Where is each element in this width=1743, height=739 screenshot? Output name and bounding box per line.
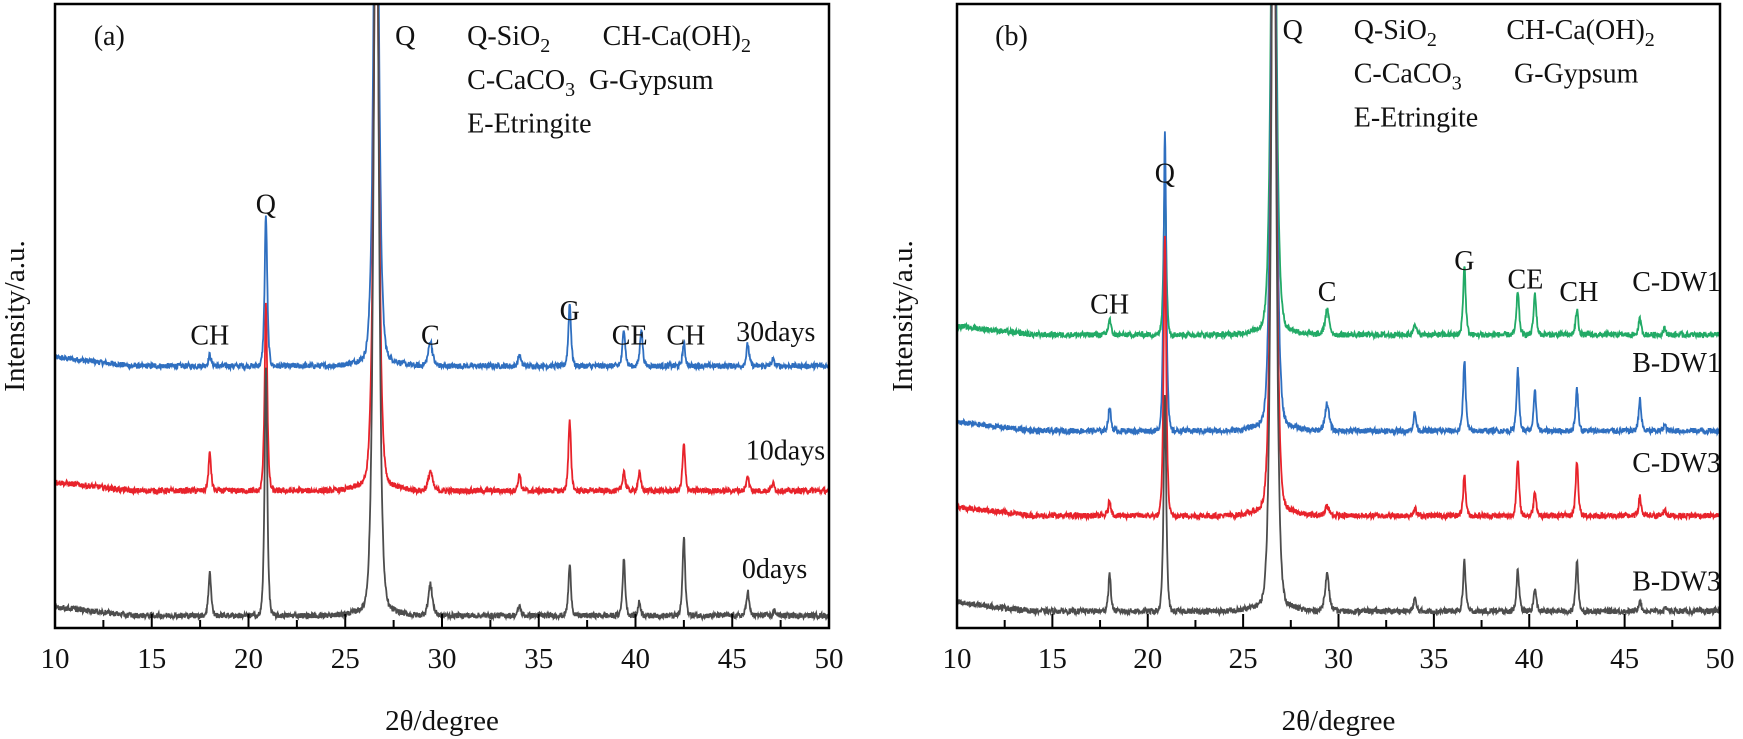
peak-label: Q: [1283, 15, 1303, 46]
x-tick-label: 10: [41, 643, 70, 675]
legend-subscript: 3: [565, 79, 575, 101]
x-tick-label: 20: [1133, 643, 1162, 675]
legend-text: C-CaCO: [1354, 59, 1452, 90]
x-tick-label: 50: [1706, 643, 1735, 675]
x-tick-label: 50: [815, 643, 844, 675]
x-tick-label: 25: [331, 643, 360, 675]
x-tick-label: 20: [234, 643, 263, 675]
panel-b: C-DW1 B-DW1 C-DW3 B-DW3 10 15 20 25 30 35 40 45 50 2θ…: [887, 2, 1735, 737]
series-label-C-DW3: C-DW3: [1632, 448, 1721, 479]
plot-frame: [955, 2, 1722, 630]
legend-subscript: 3: [1452, 73, 1462, 95]
x-tick-label: 25: [1229, 643, 1258, 675]
peak-label: CH: [1090, 290, 1129, 321]
x-tick-label: 40: [1515, 643, 1544, 675]
x-tick-label: 45: [718, 643, 747, 675]
x-tick-label: 40: [621, 643, 650, 675]
legend-text: G-Gypsum: [1514, 59, 1639, 90]
x-tick-label: 10: [943, 643, 972, 675]
x-tick-label: 30: [1324, 643, 1353, 675]
legend-entry: E-Etringite: [467, 109, 591, 140]
peak-label: G: [1454, 246, 1474, 277]
plot-frame: [53, 2, 831, 630]
x-tick-label: 45: [1610, 643, 1639, 675]
legend-entry: CH-Ca(OH)2: [603, 21, 751, 57]
legend-text: E-Etringite: [467, 109, 591, 140]
x-axis-title: 2θ/degree: [1282, 705, 1396, 737]
panel-a: 30days 10days 0days 10 15 20 25 30 35 40 45 50 2θ/de…: [0, 2, 844, 737]
peak-label: Q: [1155, 158, 1175, 189]
legend-entry: Q-SiO2: [1354, 15, 1437, 51]
x-tick-label: 15: [137, 643, 166, 675]
legend-text: CH-Ca(OH): [1506, 15, 1644, 46]
x-tick-label: 15: [1038, 643, 1067, 675]
series-label-C-DW1: C-DW1: [1632, 267, 1721, 298]
series-line-C-DW1: [957, 4, 1720, 341]
peak-label: CE: [1508, 265, 1544, 296]
series-label-10days: 10days: [746, 436, 825, 467]
series-label-30days: 30days: [736, 317, 815, 348]
peak-label: Q: [256, 190, 276, 221]
x-tick-label: 35: [1419, 643, 1448, 675]
series-line-10days: [55, 4, 829, 497]
legend-text: C-CaCO: [467, 65, 565, 96]
legend-subscript: 2: [540, 35, 550, 57]
series-label-B-DW3: B-DW3: [1632, 567, 1721, 598]
y-axis-title: Intensity/a.u.: [887, 240, 919, 391]
x-tick-label: 30: [428, 643, 457, 675]
peak-label: CE: [612, 321, 648, 352]
peak-label: C: [1318, 277, 1337, 308]
peak-label: CH: [666, 321, 705, 352]
legend-text: E-Etringite: [1354, 102, 1478, 133]
legend-text: CH-Ca(OH): [603, 21, 741, 52]
legend-entry: C-CaCO3: [1354, 59, 1462, 95]
series-line-C-DW3: [957, 4, 1720, 522]
peak-label: CH: [190, 321, 229, 352]
peak-label: C: [421, 321, 440, 352]
legend-entry: Q-SiO2: [467, 21, 550, 57]
legend-entry: CH-Ca(OH)2: [1506, 15, 1654, 51]
legend-subscript: 2: [1645, 29, 1655, 51]
legend-text: Q-SiO: [467, 21, 540, 52]
y-axis-title: Intensity/a.u.: [0, 240, 31, 391]
series-line-B-DW3: [957, 4, 1720, 618]
x-axis-title: 2θ/degree: [385, 705, 499, 737]
legend-subscript: 2: [741, 35, 751, 57]
legend-text: Q-SiO: [1354, 15, 1427, 46]
peak-label: Q: [395, 21, 415, 52]
panel-label: (a): [94, 21, 125, 52]
peak-label: G: [560, 296, 580, 327]
peak-label: CH: [1559, 277, 1598, 308]
series-line-30days: [55, 4, 829, 373]
legend-entry: E-Etringite: [1354, 102, 1478, 133]
panel-label: (b): [995, 21, 1028, 52]
series-label-B-DW1: B-DW1: [1632, 348, 1721, 379]
legend-entry: C-CaCO3: [467, 65, 575, 101]
legend-subscript: 2: [1427, 29, 1437, 51]
series-label-0days: 0days: [742, 554, 807, 585]
legend-entry: G-Gypsum: [589, 65, 714, 96]
series-line-B-DW1: [957, 4, 1720, 438]
x-tick-label: 35: [524, 643, 553, 675]
legend-text: G-Gypsum: [589, 65, 714, 96]
legend-entry: G-Gypsum: [1514, 59, 1639, 90]
